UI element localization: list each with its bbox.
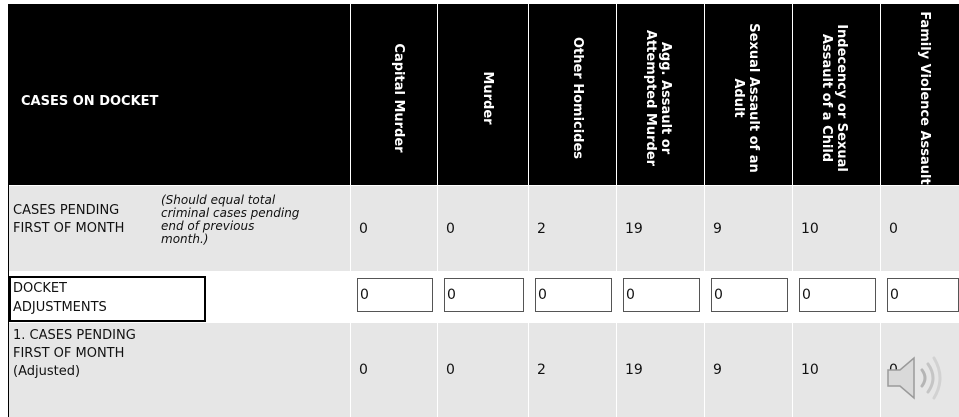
col-header-sexual-assault-adult: Sexual Assault of an Adult bbox=[705, 4, 792, 185]
pending-value: 10 bbox=[801, 221, 819, 237]
adjustment-cell bbox=[351, 272, 437, 322]
adjustment-input[interactable] bbox=[535, 278, 612, 312]
pending-cell: 0 bbox=[881, 186, 959, 271]
col-header-murder: Murder bbox=[438, 4, 528, 185]
pending-value: 2 bbox=[537, 221, 546, 237]
adjusted-cell: 10 bbox=[793, 323, 880, 417]
adjustment-input[interactable] bbox=[887, 278, 959, 312]
col-header-label: Capital Murder bbox=[391, 8, 406, 185]
adjusted-value: 10 bbox=[801, 362, 819, 378]
pending-cell: 0 bbox=[438, 186, 528, 271]
pending-value: 0 bbox=[889, 221, 898, 237]
col-header-label: Sexual Assault of an Adult bbox=[731, 8, 761, 185]
adjustment-cell bbox=[617, 272, 704, 322]
speaker-icon[interactable] bbox=[884, 350, 946, 406]
adjusted-cell: 19 bbox=[617, 323, 704, 417]
col-header-label: Family Violence Assault bbox=[917, 8, 932, 185]
adjustment-cell bbox=[705, 272, 792, 322]
pending-value: 0 bbox=[359, 221, 368, 237]
adjustment-cell bbox=[529, 272, 616, 322]
header-title-cell: CASES ON DOCKET bbox=[9, 4, 350, 185]
pending-value: 0 bbox=[446, 221, 455, 237]
pending-value: 9 bbox=[713, 221, 722, 237]
adjustment-input[interactable] bbox=[623, 278, 700, 312]
pending-cell: 2 bbox=[529, 186, 616, 271]
col-header-label: Agg. Assault or Attempted Murder bbox=[643, 8, 673, 185]
adjustment-input[interactable] bbox=[711, 278, 788, 312]
adjustment-input[interactable] bbox=[357, 278, 433, 312]
adjusted-value: 0 bbox=[359, 362, 368, 378]
row-pending-note: (Should equal total criminal cases pendi… bbox=[161, 194, 301, 246]
col-header-other-homicides: Other Homicides bbox=[529, 4, 616, 185]
col-header-label: Other Homicides bbox=[570, 8, 585, 185]
pending-cell: 10 bbox=[793, 186, 880, 271]
adjusted-value: 9 bbox=[713, 362, 722, 378]
left-border bbox=[8, 4, 9, 417]
adjusted-cell: 0 bbox=[351, 323, 437, 417]
header-title: CASES ON DOCKET bbox=[21, 94, 158, 109]
col-header-agg-assault: Agg. Assault or Attempted Murder bbox=[617, 4, 704, 185]
col-header-indecency-child: Indecency or Sexual Assault of a Child bbox=[793, 4, 880, 185]
adjustment-cell bbox=[793, 272, 880, 322]
adjusted-cell: 0 bbox=[438, 323, 528, 417]
row-adjusted-label: 1. CASES PENDING FIRST OF MONTH (Adjuste… bbox=[13, 327, 153, 381]
adjustments-highlight-box: DOCKET ADJUSTMENTS bbox=[9, 276, 206, 322]
pending-cell: 0 bbox=[351, 186, 437, 271]
row-pending-label-cell: CASES PENDING FIRST OF MONTH (Should equ… bbox=[9, 186, 350, 271]
adjusted-value: 2 bbox=[537, 362, 546, 378]
adjusted-cell: 2 bbox=[529, 323, 616, 417]
row-adjustments-label-cell: DOCKET ADJUSTMENTS bbox=[9, 272, 350, 322]
pending-cell: 19 bbox=[617, 186, 704, 271]
adjusted-value: 19 bbox=[625, 362, 643, 378]
row-adjusted-label-cell: 1. CASES PENDING FIRST OF MONTH (Adjuste… bbox=[9, 323, 350, 417]
row-pending-label: CASES PENDING FIRST OF MONTH bbox=[13, 202, 153, 238]
pending-cell: 9 bbox=[705, 186, 792, 271]
adjusted-cell: 9 bbox=[705, 323, 792, 417]
col-header-label: Indecency or Sexual Assault of a Child bbox=[819, 8, 849, 185]
adjusted-value: 0 bbox=[446, 362, 455, 378]
col-header-label: Murder bbox=[480, 8, 495, 185]
adjustment-cell bbox=[438, 272, 528, 322]
adjustment-input[interactable] bbox=[799, 278, 876, 312]
col-header-capital-murder: Capital Murder bbox=[351, 4, 437, 185]
pending-value: 19 bbox=[625, 221, 643, 237]
adjustment-cell bbox=[881, 272, 959, 322]
row-adjustments-label: DOCKET ADJUSTMENTS bbox=[13, 279, 163, 317]
col-header-family-violence: Family Violence Assault bbox=[881, 4, 959, 185]
adjustment-input[interactable] bbox=[444, 278, 524, 312]
